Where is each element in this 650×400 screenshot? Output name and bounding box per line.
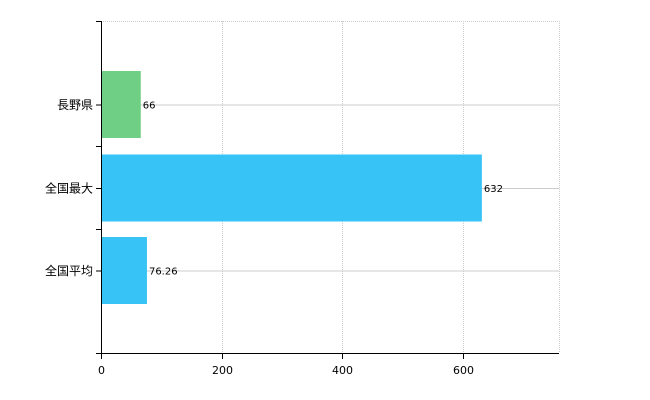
x-tick-label: 400 xyxy=(332,364,353,377)
bar xyxy=(102,154,482,222)
bars xyxy=(102,71,482,304)
category-label: 長野県 xyxy=(57,98,93,112)
category-label: 全国平均 xyxy=(45,263,93,278)
axes xyxy=(96,21,559,359)
bar xyxy=(102,71,141,138)
category-label: 全国最大 xyxy=(45,181,93,196)
bar-value-label: 632 xyxy=(484,184,503,195)
x-tick-label: 0 xyxy=(98,364,105,377)
bar-value-label: 76.26 xyxy=(149,267,178,278)
bar-value-label: 66 xyxy=(143,101,156,112)
x-tick-label: 200 xyxy=(212,364,233,377)
bar xyxy=(102,237,147,304)
x-tick-label: 600 xyxy=(453,364,474,377)
